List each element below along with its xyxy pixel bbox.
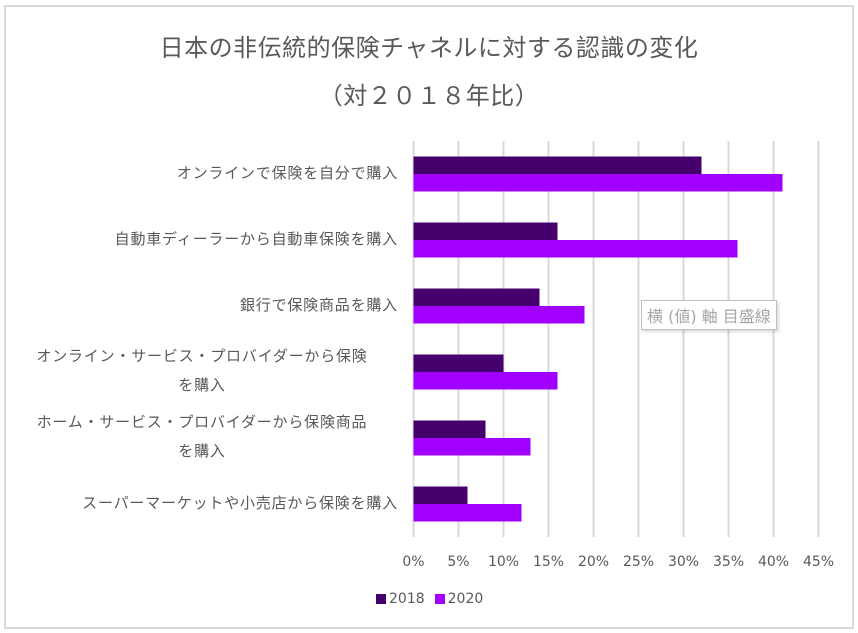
category-label-line: スーパーマーケットや小売店から保険を購入 [82, 493, 398, 512]
gridline-tooltip: 横 (値) 軸 目盛線 [641, 300, 777, 330]
chart-title: 日本の非伝統的保険チャネルに対する認識の変化 [159, 34, 699, 62]
bar-2020-5[interactable] [413, 438, 531, 456]
legend-swatch-2018 [376, 594, 386, 604]
bar-2020-2[interactable] [413, 240, 738, 258]
x-tick-label: 15% [533, 554, 564, 570]
category-label: ホーム・サービス・プロバイダーから保険商品 を購入 [2, 408, 402, 466]
category-label-line: 自動車ディーラーから自動車保険を購入 [114, 229, 398, 248]
legend-swatch-2020 [434, 594, 445, 604]
x-tick-label: 20% [578, 554, 609, 570]
bar-2020-3[interactable] [413, 306, 585, 324]
category-label-line: オンライン・サービス・プロバイダーから保険 [36, 347, 368, 365]
bar-2018-5[interactable] [413, 420, 486, 439]
bar-2020-4[interactable] [413, 372, 558, 390]
bar-2018-4[interactable] [413, 354, 504, 373]
category-label-line: を購入 [178, 442, 226, 460]
x-tick-label: 10% [488, 554, 519, 570]
category-label: オンライン・サービス・プロバイダーから保険 を購入 [2, 342, 402, 400]
chart-subtitle: （対２０１８年比） [318, 82, 540, 110]
x-tick-label: 40% [758, 554, 789, 570]
bar-2018-1[interactable] [413, 156, 702, 175]
category-label: 自動車ディーラーから自動車保険を購入 [8, 225, 398, 254]
category-label: 銀行で保険商品を購入 [8, 291, 398, 320]
x-tick-label: 5% [447, 554, 469, 570]
legend-label-2018: 2018 [389, 591, 425, 607]
x-tick-label: 0% [402, 554, 424, 570]
x-tick-label: 25% [623, 554, 654, 570]
category-label-line: オンラインで保険を自分で購入 [176, 163, 398, 182]
legend[interactable]: 2018 2020 [376, 591, 483, 607]
category-label-line: 銀行で保険商品を購入 [239, 295, 398, 314]
category-label-line: を購入 [178, 376, 226, 394]
legend-item-2020[interactable]: 2020 [434, 591, 484, 607]
x-tick-label: 45% [803, 554, 834, 570]
x-tick-label: 30% [668, 554, 699, 570]
category-label-line: ホーム・サービス・プロバイダーから保険商品 [36, 413, 368, 431]
legend-item-2018[interactable]: 2018 [376, 591, 425, 607]
x-tick-label: 35% [713, 554, 744, 570]
bar-2018-6[interactable] [413, 486, 468, 505]
legend-label-2020: 2020 [447, 591, 484, 607]
bar-2020-6[interactable] [413, 504, 522, 522]
bar-2020-1[interactable] [413, 174, 783, 192]
category-label: オンラインで保険を自分で購入 [8, 159, 398, 188]
bar-2018-3[interactable] [413, 288, 540, 307]
bar-2018-2[interactable] [413, 222, 558, 241]
category-label: スーパーマーケットや小売店から保険を購入 [8, 489, 398, 518]
